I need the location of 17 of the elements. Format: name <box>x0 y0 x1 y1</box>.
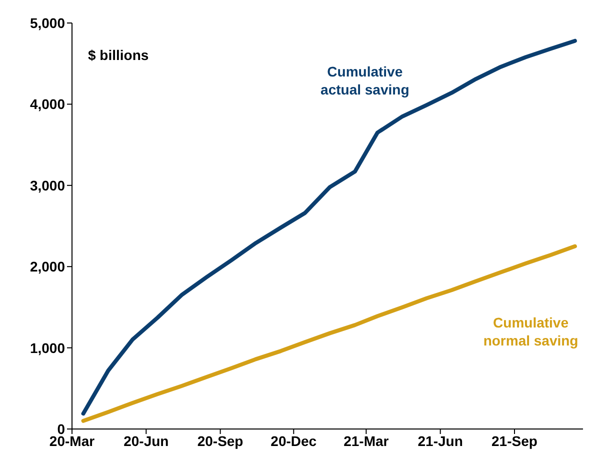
x-tick-label: 20-Sep <box>197 432 244 449</box>
x-tick-label: 21-Mar <box>344 432 390 449</box>
y-tick-label: 3,000 <box>30 177 66 194</box>
line-series <box>81 38 577 416</box>
line-series <box>81 244 577 423</box>
x-tick-label: 21-Jun <box>418 432 463 449</box>
x-tick-label: 20-Dec <box>270 432 317 449</box>
y-tick-label: 1,000 <box>30 340 66 356</box>
y-tick-label: 5,000 <box>30 14 66 31</box>
y-tick-label: 2,000 <box>30 258 66 275</box>
x-tick-label: 21-Sep <box>492 432 538 449</box>
x-tick-label: 20-Jun <box>124 432 169 449</box>
y-tick-label: 0 <box>57 420 66 437</box>
text: Cumulative normal saving <box>483 314 578 348</box>
y-tick-label: 4,000 <box>30 96 66 112</box>
series-label: Cumulative actual saving <box>320 64 410 98</box>
y-axis-title: $ billions <box>88 47 149 63</box>
